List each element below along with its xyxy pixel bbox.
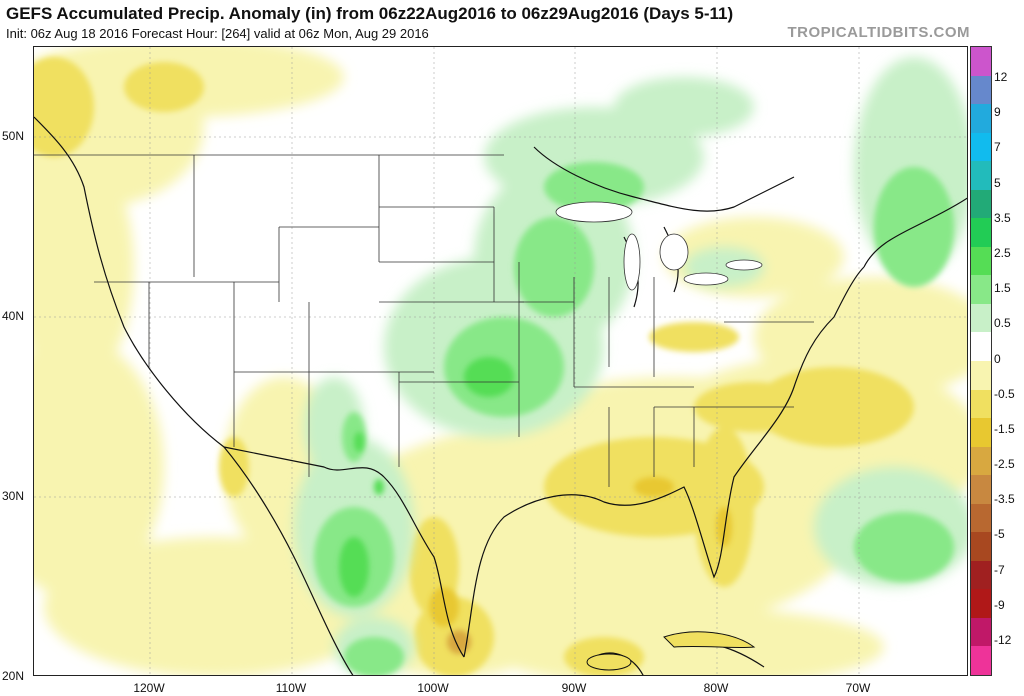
lon-label-110w: 110W: [275, 681, 307, 695]
colorbar-label: 3.5: [994, 210, 1011, 225]
colorbar-swatch: [971, 332, 991, 362]
map-subtitle: Init: 06z Aug 18 2016 Forecast Hour: [26…: [6, 26, 429, 41]
wet-anomaly-moderate: [314, 162, 954, 675]
great-lakes: [555, 201, 763, 291]
colorbar-label: -2.5: [994, 457, 1015, 472]
lat-label-30n: 30N: [2, 489, 25, 503]
map-title: GEFS Accumulated Precip. Anomaly (in) fr…: [6, 4, 734, 23]
colorbar-swatch: [971, 418, 991, 448]
colorbar-label: -0.5: [994, 386, 1015, 401]
state-boundaries: [34, 154, 814, 487]
colorbar-swatch: [971, 389, 991, 419]
colorbar-swatch: [971, 132, 991, 162]
colorbar-label: 7: [994, 140, 1001, 155]
colorbar-swatch: [971, 303, 991, 333]
brand-watermark: TROPICALTIDBITS.COM: [787, 24, 970, 41]
colorbar-label: 5: [994, 175, 1001, 190]
colorbar-swatch: [971, 161, 991, 191]
colorbar-label: -5: [994, 527, 1005, 542]
colorbar-label: 0.5: [994, 316, 1011, 331]
colorbar-label: -9: [994, 597, 1005, 612]
header: GEFS Accumulated Precip. Anomaly (in) fr…: [0, 0, 1024, 46]
colorbar-swatch: [971, 475, 991, 505]
coastlines: [34, 116, 967, 675]
colorbar: [970, 46, 992, 676]
colorbar-swatch: [971, 75, 991, 105]
colorbar-label: 9: [994, 105, 1001, 120]
lon-label-100w: 100W: [417, 681, 449, 695]
colorbar-swatch: [971, 560, 991, 590]
colorbar-label: -3.5: [994, 492, 1015, 507]
colorbar-swatch: [971, 189, 991, 219]
wet-anomaly-strong: [339, 357, 514, 597]
colorbar-swatch: [971, 646, 991, 676]
graticule: [34, 47, 967, 675]
colorbar-label: 12: [994, 70, 1008, 84]
caribbean-islands: [586, 631, 756, 671]
lon-label-90w: 90W: [561, 681, 587, 695]
colorbar-label: 2.5: [994, 245, 1011, 260]
colorbar-label: 1.5: [994, 281, 1011, 296]
colorbar-label: 0: [994, 351, 1001, 366]
lat-label-40n: 40N: [2, 309, 25, 323]
colorbar-swatch: [971, 532, 991, 562]
colorbar-label: -1.5: [994, 421, 1015, 436]
lon-label-70w: 70W: [845, 681, 871, 695]
lat-label-50n: 50N: [2, 129, 25, 143]
colorbar-swatch: [971, 361, 991, 391]
precip-anomaly-map: [34, 47, 967, 675]
colorbar-swatch: [971, 275, 991, 305]
colorbar-swatch: [971, 246, 991, 276]
lat-label-20n: 20N: [2, 669, 25, 683]
map-panel: [33, 46, 968, 676]
colorbar-labels: 12 9 7 5 3.5 2.5 1.5 0.5 0 -0.5 -1.5 -2.5 -3.5 -5 -7 -9…: [994, 46, 1024, 676]
colorbar-swatch: [971, 47, 991, 77]
colorbar-swatch: [971, 446, 991, 476]
lon-label-120w: 120W: [133, 681, 165, 695]
colorbar-swatch: [971, 104, 991, 134]
colorbar-swatch: [971, 503, 991, 533]
colorbar-swatch: [971, 589, 991, 619]
colorbar-swatch: [971, 218, 991, 248]
lon-label-80w: 80W: [703, 681, 729, 695]
colorbar-label: -12: [994, 633, 1012, 647]
colorbar-swatch: [971, 617, 991, 647]
colorbar-label: -7: [994, 562, 1005, 577]
